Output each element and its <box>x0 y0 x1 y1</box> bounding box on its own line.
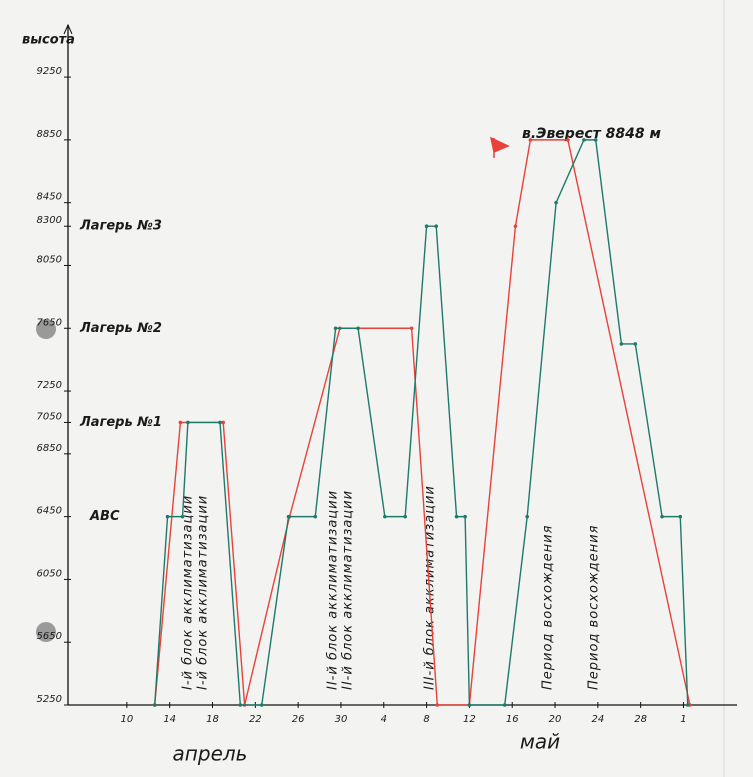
annotation: II-й блок акклиматизации <box>326 490 341 690</box>
series-point <box>356 326 360 331</box>
series-point <box>566 138 570 142</box>
x-tick-label: 4 <box>381 714 387 725</box>
camp-label: АВС <box>89 509 120 524</box>
x-tick-label: 18 <box>206 714 219 725</box>
series-line <box>154 139 689 706</box>
month-label: май <box>520 730 560 754</box>
series-point <box>218 420 222 425</box>
y-tick-label: 6050 <box>37 568 62 579</box>
y-tick-label: 8300 <box>37 215 62 226</box>
x-tick-label: 16 <box>506 714 519 725</box>
series-point <box>165 514 170 519</box>
y-axis-title: высота <box>22 33 75 48</box>
series-point <box>554 200 558 205</box>
x-tick-label: 20 <box>549 714 562 725</box>
x-tick-label: 24 <box>591 714 604 725</box>
x-tick-label: 14 <box>163 714 176 725</box>
annotation: I-й блок акклиматизации <box>196 495 211 690</box>
series-point <box>619 342 624 346</box>
y-tick-label: 7250 <box>37 380 62 391</box>
series-point <box>333 326 338 331</box>
y-tick-label: 8050 <box>37 254 62 265</box>
x-tick-label: 10 <box>121 714 134 725</box>
series-point <box>685 703 690 707</box>
y-tick-label: 7650 <box>37 317 62 328</box>
series-point <box>434 224 439 229</box>
series-point <box>403 514 407 519</box>
series-point <box>525 514 530 519</box>
series-point <box>409 326 414 331</box>
annotation: I-й блок акклиматизации <box>181 495 196 690</box>
y-tick-label: 6450 <box>37 506 62 517</box>
y-tick-label: 8850 <box>37 129 62 140</box>
summit-label: в.Эверест 8848 м <box>522 126 661 142</box>
series-point <box>186 420 190 425</box>
series-point <box>313 514 318 519</box>
y-tick-label: 5250 <box>37 694 62 705</box>
series-point <box>178 420 183 425</box>
series-point <box>678 514 683 519</box>
punch-hole <box>36 622 56 642</box>
series-point <box>582 138 586 142</box>
camp-label: Лагерь №3 <box>79 219 162 234</box>
series-point <box>286 514 291 519</box>
camp-label: Лагерь №2 <box>79 321 162 336</box>
y-tick-label: 5650 <box>37 631 62 642</box>
x-tick-label: 28 <box>634 714 647 725</box>
series-point <box>660 514 664 519</box>
series-point <box>593 138 598 142</box>
series-point <box>633 342 638 346</box>
x-tick-label: 30 <box>335 714 348 725</box>
y-tick-label: 8450 <box>37 192 62 203</box>
series-point <box>435 703 440 707</box>
x-tick-label: 1 <box>680 714 686 725</box>
series-point <box>463 514 467 519</box>
summit-flag <box>489 136 510 158</box>
y-axis-arrow <box>63 23 73 35</box>
annotation: Период восхождения <box>587 525 602 690</box>
x-tick-label: 8 <box>423 714 429 725</box>
series-point <box>259 703 264 707</box>
y-tick-label: 6850 <box>37 443 62 454</box>
series-point <box>528 138 533 142</box>
x-tick-label: 26 <box>292 714 305 725</box>
series-point <box>424 224 429 229</box>
x-tick-label: 22 <box>249 714 262 725</box>
series-point <box>180 514 185 519</box>
y-tick-label: 7050 <box>37 411 62 422</box>
series-point <box>221 420 226 425</box>
punch-hole <box>36 319 56 339</box>
annotation: Период восхождения <box>541 525 556 690</box>
y-tick-label: 9250 <box>37 66 62 77</box>
series-point <box>152 703 157 707</box>
x-tick-label: 12 <box>463 714 476 725</box>
series-point <box>467 703 472 707</box>
annotation: II-й блок акклиматизации <box>341 490 356 690</box>
camp-label: Лагерь №1 <box>79 415 162 430</box>
series-point <box>383 514 387 519</box>
series-point <box>513 224 518 229</box>
series-point <box>454 514 459 519</box>
series-point <box>502 703 507 707</box>
series-point <box>238 703 243 707</box>
month-label: апрель <box>173 742 248 766</box>
